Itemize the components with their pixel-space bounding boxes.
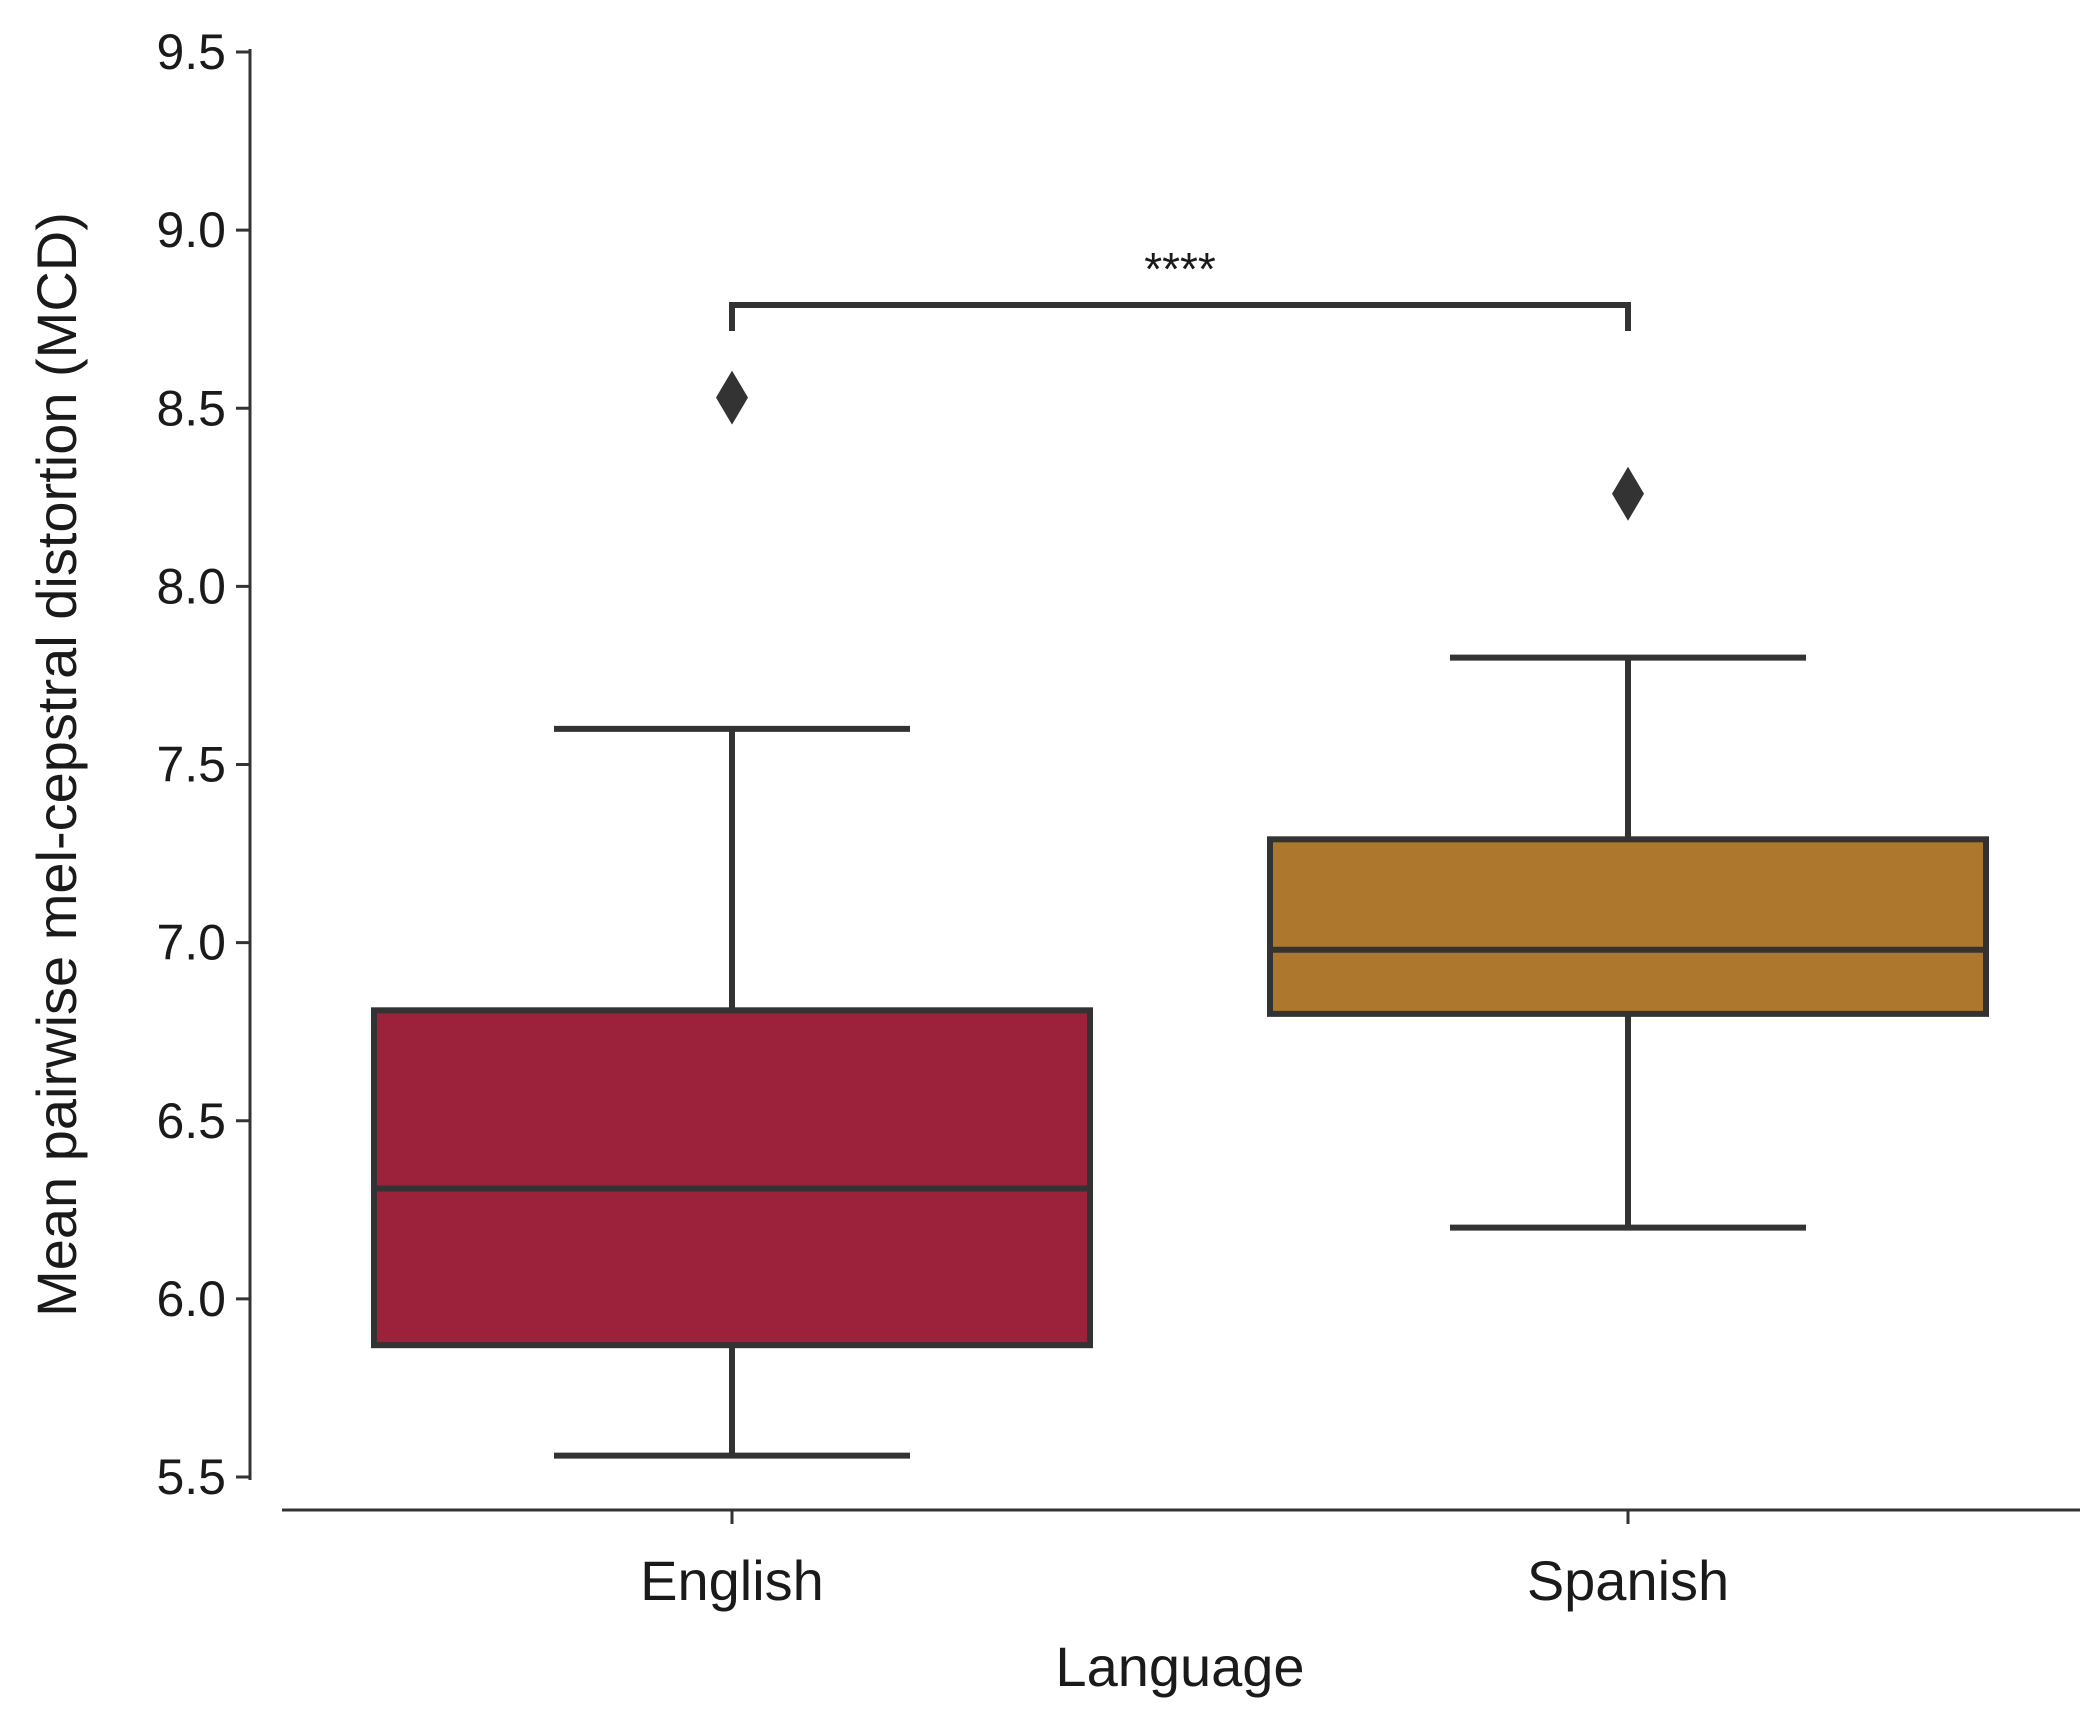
iqr-box-english [371, 1007, 1093, 1349]
significance-label: **** [1144, 243, 1216, 295]
outlier-spanish [1612, 466, 1644, 521]
y-tick-label: 9.0 [156, 202, 226, 258]
boxes [371, 370, 1989, 1459]
outlier-english [716, 370, 748, 425]
significance-annotation: **** [729, 243, 1631, 331]
y-tick-label: 6.0 [156, 1271, 226, 1327]
y-tick-label: 7.5 [156, 737, 226, 793]
y-tick-label: 8.0 [156, 558, 226, 614]
y-tick-label: 8.5 [156, 380, 226, 436]
x-axis: English Spanish [282, 1508, 2080, 1612]
x-tick-label-spanish: Spanish [1527, 1549, 1729, 1612]
y-axis-label: Mean pairwise mel-cepstral distortion (M… [25, 212, 88, 1317]
y-tick-label: 7.0 [156, 915, 226, 971]
box-spanish [1267, 466, 1989, 1231]
x-axis-label: Language [1055, 1635, 1304, 1698]
y-tick-label: 6.5 [156, 1093, 226, 1149]
y-tick-label: 5.5 [156, 1449, 226, 1505]
x-tick-label-english: English [640, 1549, 824, 1612]
y-axis: 5.5 6.0 6.5 7.0 7.5 8.0 8.5 9.0 9.5 [156, 24, 252, 1505]
box-english [371, 370, 1093, 1459]
y-tick-label: 9.5 [156, 24, 226, 80]
significance-bracket [729, 301, 1631, 331]
iqr-box-spanish [1267, 836, 1989, 1017]
